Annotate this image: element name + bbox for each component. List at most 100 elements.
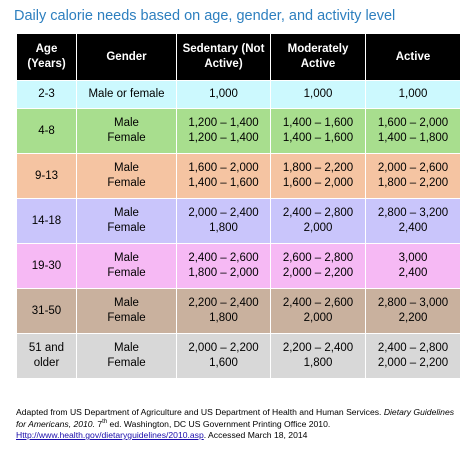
gender-cell: Male Female [76,198,177,244]
sedentary-cell: 1,600 – 2,000 1,400 – 1,600 [176,153,271,199]
active-cell-line: 2,800 – 3,000 [377,297,449,309]
header-moderately-active-line: Moderately [287,43,349,55]
footnote-text: ed. Washington, DC US Government Printin… [107,418,331,429]
gender-cell: Male Female [76,153,177,199]
gender-cell-line: Male [114,342,139,354]
active-cell-line: 2,400 [398,267,428,279]
header-gender-line: Gender [106,50,147,63]
moderately-active-cell-line: 1,400 – 1,600 [282,132,354,144]
moderately-active-cell: 2,600 – 2,800 2,000 – 2,200 [270,243,366,289]
sedentary-cell-line: 1,600 [209,357,238,369]
header-gender: Gender [76,33,177,81]
table-row: 19-30 Male Female 2,400 – 2,600 1,800 – 2,00… [16,243,461,289]
age-cell-line: 31-50 [31,304,62,317]
active-cell-line: 2,400 – 2,800 [377,342,449,354]
age-cell: 2-3 [16,80,77,109]
gender-cell: Male Female [76,108,177,154]
source-footnote: Adapted from US Department of Agricultur… [16,407,464,442]
source-link[interactable]: Http://www.health.gov/dietaryguidelines/… [16,430,204,440]
active-cell: 3,000 2,400 [365,243,461,289]
moderately-active-cell-line: 2,000 [303,222,333,234]
moderately-active-cell: 2,400 – 2,600 2,000 [270,288,366,334]
footnote-superscript: th [102,418,108,425]
age-cell: 31-50 [16,288,77,334]
active-cell-line: 2,000 – 2,600 [377,162,449,174]
moderately-active-cell-line: 1,600 – 2,000 [282,177,354,189]
footnote-text: . Accessed March 18, 2014 [203,430,308,440]
active-cell-line: 3,000 [398,252,428,264]
active-cell: 2,800 – 3,200 2,400 [365,198,461,244]
age-cell-line: 4-8 [38,124,55,137]
sedentary-cell-line: 1,200 – 1,400 [188,132,259,144]
active-cell: 1,600 – 2,000 1,400 – 1,800 [365,108,461,154]
active-cell-line: 2,200 [398,312,428,324]
active-cell-line: 1,000 [398,88,428,100]
sedentary-cell: 2,200 – 2,400 1,800 [176,288,271,334]
moderately-active-cell: 1,000 [270,80,366,109]
age-cell-line: 51 and [28,342,65,354]
active-cell: 2,400 – 2,800 2,000 – 2,200 [365,333,461,379]
moderately-active-cell: 1,800 – 2,200 1,600 – 2,000 [270,153,366,199]
gender-cell: Male Female [76,333,177,379]
active-cell-line: 1,600 – 2,000 [377,117,449,129]
sedentary-cell-line: 2,000 – 2,200 [188,342,259,354]
sedentary-cell-line: 1,800 [209,312,238,324]
header-sedentary-line: Sedentary [182,43,239,55]
active-cell: 2,000 – 2,600 1,800 – 2,200 [365,153,461,199]
header-moderately-active-line: Active [300,58,336,70]
sedentary-cell-line: 1,800 [209,222,238,234]
sedentary-cell-line: 2,400 – 2,600 [188,252,259,264]
moderately-active-cell-line: 1,000 [303,88,333,100]
header-age-line: Age [35,43,58,55]
header-age-line: (Years) [27,58,66,70]
age-cell: 51 and older [16,333,77,379]
sedentary-cell-line: 1,400 – 1,600 [188,177,259,189]
moderately-active-cell-line: 2,200 – 2,400 [282,342,354,354]
table-row: 14-18 Male Female 2,000 – 2,400 1,800 2,400 –… [16,198,461,244]
moderately-active-cell: 2,400 – 2,800 2,000 [270,198,366,244]
sedentary-cell: 2,000 – 2,200 1,600 [176,333,271,379]
active-cell: 1,000 [365,80,461,109]
gender-cell: Male or female [76,80,177,109]
moderately-active-cell: 2,200 – 2,400 1,800 [270,333,366,379]
gender-cell-line: Male [114,207,139,219]
moderately-active-cell-line: 2,000 – 2,200 [282,267,354,279]
table-row: 2-3 Male or female 1,000 1,000 1,000 [16,80,461,109]
active-cell-line: 2,400 [398,222,428,234]
age-cell: 4-8 [16,108,77,154]
table-header-row: Age (Years) Gender Sedentary (Not Active… [16,33,461,81]
sedentary-cell-line: 2,000 – 2,400 [188,207,259,219]
gender-cell-line: Female [107,132,146,144]
footnote-publication-title: Dietary Guidelines for Americans, 2010. [16,407,455,429]
age-cell-line: 19-30 [31,259,62,272]
gender-cell-line: Male or female [88,88,165,100]
sedentary-cell: 2,000 – 2,400 1,800 [176,198,271,244]
footnote-text: Adapted from US Department of Agricultur… [16,407,384,417]
table-row: 31-50 Male Female 2,200 – 2,400 1,800 2,400 –… [16,288,461,334]
moderately-active-cell-line: 1,400 – 1,600 [282,117,354,129]
gender-cell: Male Female [76,243,177,289]
footnote-text: 7 [94,418,103,429]
active-cell-line: 2,000 – 2,200 [377,357,449,369]
gender-cell-line: Female [107,312,146,324]
table-row: 51 and older Male Female 2,000 – 2,200 1,600 2… [16,333,461,379]
gender-cell-line: Female [107,357,146,369]
table-body: 2-3 Male or female 1,000 1,000 1,000 4-8 Male F… [16,80,461,379]
gender-cell: Male Female [76,288,177,334]
header-active-line: Active [395,50,431,63]
header-active: Active [365,33,461,81]
moderately-active-cell-line: 2,600 – 2,800 [282,252,354,264]
gender-cell-line: Male [114,252,139,264]
sedentary-cell: 2,400 – 2,600 1,800 – 2,000 [176,243,271,289]
sedentary-cell-line: 1,000 [209,88,238,100]
age-cell: 19-30 [16,243,77,289]
table-row: 9-13 Male Female 1,600 – 2,000 1,400 – 1,600… [16,153,461,199]
moderately-active-cell-line: 2,400 – 2,800 [282,207,354,219]
active-cell: 2,800 – 3,000 2,200 [365,288,461,334]
moderately-active-cell-line: 2,400 – 2,600 [282,297,354,309]
sedentary-cell: 1,200 – 1,400 1,200 – 1,400 [176,108,271,154]
table-row: 4-8 Male Female 1,200 – 1,400 1,200 – 1,400 1… [16,108,461,154]
age-cell-line: 14-18 [31,214,62,227]
sedentary-cell-line: 2,200 – 2,400 [188,297,259,309]
gender-cell-line: Female [107,222,146,234]
